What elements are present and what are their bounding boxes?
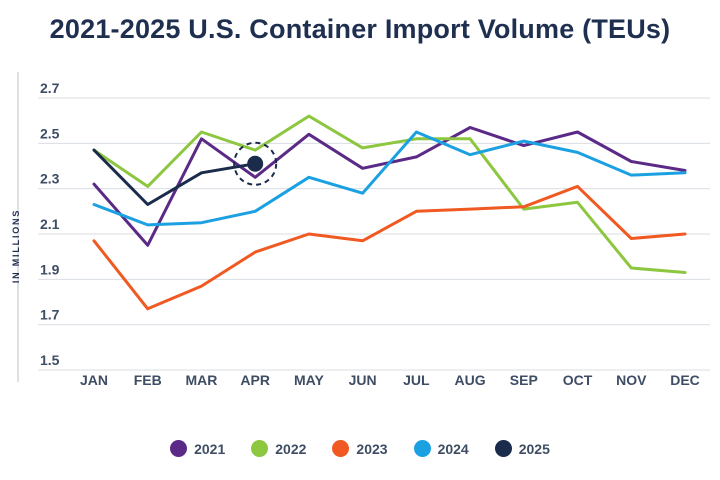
legend-swatch: [332, 440, 350, 457]
legend-item-2022: 2022: [251, 440, 306, 457]
legend-swatch: [170, 440, 188, 457]
grid-lines: [38, 97, 710, 371]
legend-item-2025: 2025: [494, 440, 550, 457]
y-tick-label: 1.9: [40, 261, 60, 277]
y-tick-label: 2.1: [40, 216, 60, 232]
highlight-marker: [233, 141, 278, 186]
x-tick-label: OCT: [563, 372, 593, 386]
x-tick-label: NOV: [616, 372, 647, 386]
x-tick-label: DEC: [670, 372, 700, 386]
x-tick-label: MAR: [186, 372, 218, 386]
legend-swatch: [494, 440, 512, 457]
x-tick-label: JAN: [80, 372, 108, 386]
legend: 2021 2022 2023 2024 2025: [0, 440, 720, 457]
series-line-2023: [92, 184, 687, 311]
legend-item-2021: 2021: [170, 440, 225, 457]
series-line-2022: [92, 114, 687, 274]
highlight-point: [247, 155, 264, 172]
x-tick-label: JUN: [349, 372, 377, 386]
x-tick-label: MAY: [294, 372, 324, 386]
y-tick-label: 2.3: [40, 171, 60, 187]
series-line-2024: [92, 130, 687, 227]
line-chart: 2.7 2.5 2.3 2.1 1.9 1.7 1.5 JAN FEB MAR APR MAY JUN…: [11, 72, 710, 386]
x-tick-label: JUL: [403, 372, 430, 386]
y-tick-labels: 2.7 2.5 2.3 2.1 1.9 1.7 1.5: [40, 80, 60, 368]
y-axis-label: IN MILLIONS: [11, 209, 21, 283]
legend-label: 2022: [275, 440, 307, 457]
legend-label: 2024: [437, 440, 469, 457]
x-tick-label: AUG: [455, 372, 486, 386]
chart-area: 2.7 2.5 2.3 2.1 1.9 1.7 1.5 JAN FEB MAR APR MAY JUN…: [10, 72, 712, 386]
y-tick-label: 1.7: [40, 307, 60, 323]
legend-item-2024: 2024: [413, 440, 469, 457]
legend-swatch: [251, 440, 269, 457]
legend-label: 2021: [194, 440, 226, 457]
y-tick-label: 1.5: [40, 352, 60, 368]
y-tick-label: 2.7: [40, 80, 60, 96]
legend-label: 2023: [356, 440, 388, 457]
series-lines: [92, 114, 687, 311]
x-tick-labels: JAN FEB MAR APR MAY JUN JUL AUG SEP OCT NOV DEC: [80, 372, 700, 386]
legend-label: 2025: [518, 440, 550, 457]
x-tick-label: FEB: [134, 372, 162, 386]
x-tick-label: APR: [240, 372, 270, 386]
highlight-ring: [233, 141, 278, 186]
chart-title: 2021-2025 U.S. Container Import Volume (…: [49, 14, 671, 44]
y-tick-label: 2.5: [40, 125, 60, 141]
series-line-2025: [92, 148, 257, 206]
x-tick-label: SEP: [510, 372, 538, 386]
legend-swatch: [413, 440, 431, 457]
legend-item-2023: 2023: [332, 440, 388, 457]
